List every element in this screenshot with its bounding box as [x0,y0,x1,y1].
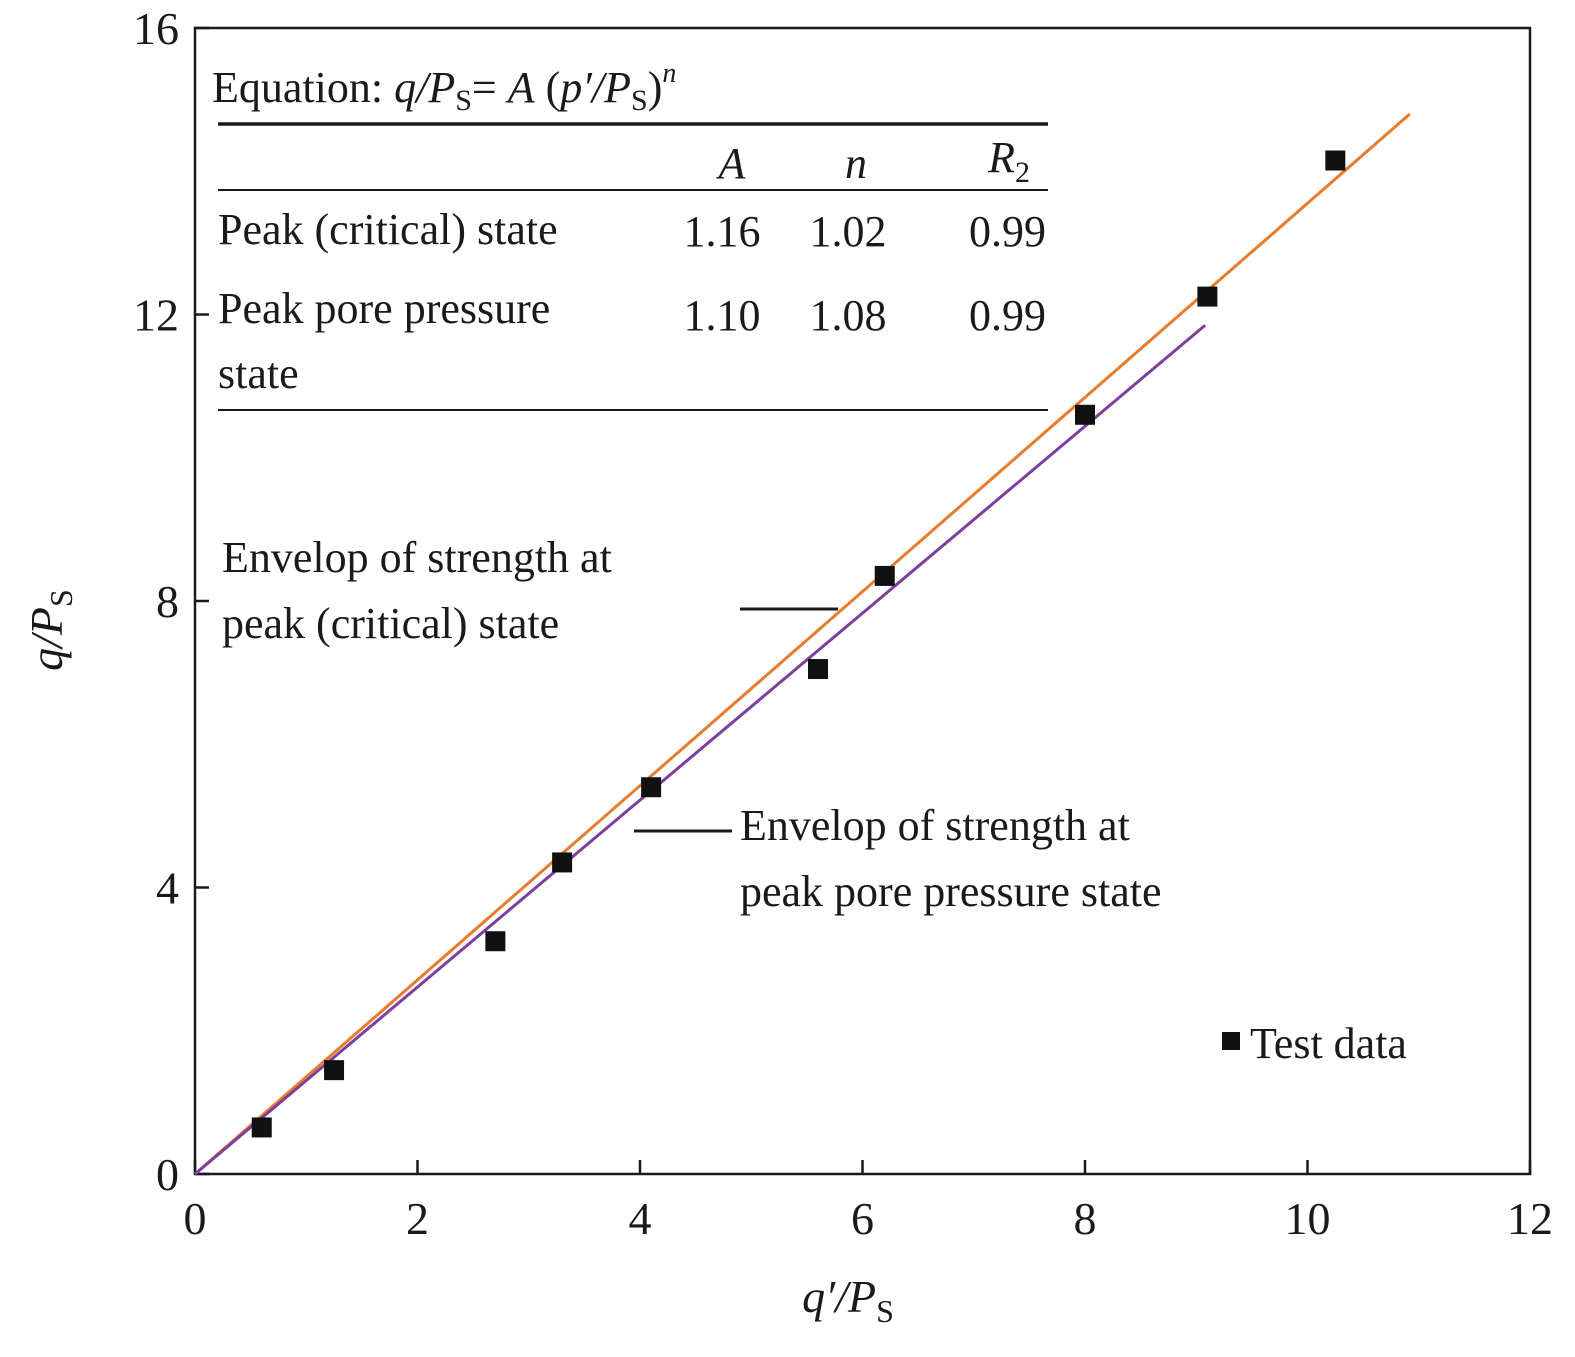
annotation-pore-line-2: peak pore pressure state [740,867,1161,916]
y-tick-label: 4 [156,863,179,914]
annotation-pore-line-1: Envelop of strength at [740,801,1130,850]
test-data-point [808,659,828,680]
table-row-1-a: 1.16 [684,207,761,256]
test-data-point [874,565,895,586]
table-row-2-r2: 0.99 [969,291,1046,340]
test-data-point [251,1117,272,1138]
legend: Test data [1222,1019,1407,1068]
x-tick-label: 10 [1285,1193,1331,1244]
x-tick-label: 0 [184,1193,207,1244]
y-tick-label: 12 [133,290,179,341]
table-row-2-n: 1.08 [810,291,887,340]
annotation-critical-line-2: peak (critical) state [222,599,559,648]
x-tick-label: 4 [629,1193,652,1244]
x-tick-label: 6 [851,1193,874,1244]
table-row-2-label-cont: state [218,349,299,398]
table-header-n: n [845,139,867,188]
legend-label: Test data [1250,1019,1407,1068]
fit-table: Equation: q/PS= A (p′/PS)n A n R2 Peak (… [212,58,1048,411]
test-data-point [552,852,573,873]
pore-pressure-envelope-line [194,324,1207,1176]
annotation-critical-line-1: Envelop of strength at [222,533,612,582]
legend-marker [1222,1032,1240,1050]
table-header-a: A [716,139,747,188]
y-axis-label: q/PS [21,589,79,671]
test-data-point [485,931,506,952]
y-tick-label: 16 [133,3,179,54]
y-tick-label: 0 [156,1149,179,1200]
test-data-point [1197,286,1218,307]
table-row-1-r2: 0.99 [969,207,1046,256]
test-data-point [1075,404,1095,425]
x-axis-label: q′/PS [802,1271,894,1329]
test-data-point [1325,150,1346,171]
table-header-r2: R2 [987,133,1030,189]
test-data-point [641,777,662,798]
y-axis-ticks: 0 4 8 12 16 [133,3,209,1200]
y-tick-label: 8 [156,576,179,627]
table-row-1-label: Peak (critical) state [218,205,558,254]
table-row-2-a: 1.10 [684,291,761,340]
test-data-points [251,150,1346,1138]
x-tick-label: 12 [1507,1193,1553,1244]
equation-label: Equation: q/PS= A (p′/PS)n [212,58,676,117]
x-axis-ticks: 0 2 4 6 8 10 12 [184,1160,1553,1244]
x-tick-label: 8 [1074,1193,1097,1244]
test-data-point [324,1060,345,1081]
table-row-1-n: 1.02 [810,207,887,256]
table-row-2-label: Peak pore pressure [218,284,550,333]
x-tick-label: 2 [406,1193,429,1244]
